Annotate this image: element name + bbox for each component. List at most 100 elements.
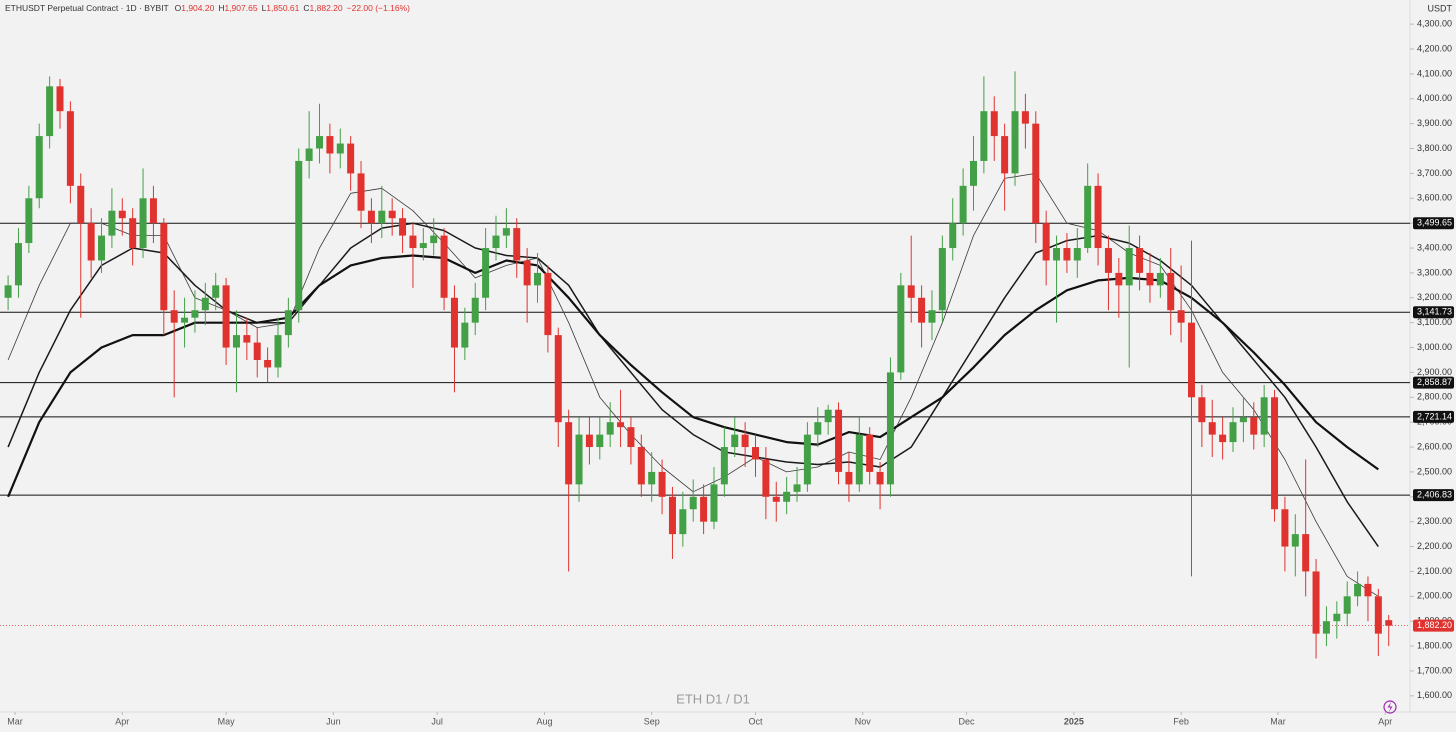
level-label-box (1413, 306, 1454, 319)
ohlc-label: L (262, 3, 267, 13)
candle-body (866, 434, 874, 472)
y-tick-label: 2,600.00 (1417, 441, 1452, 451)
x-tick-label: Jun (326, 716, 341, 726)
candle-body (1271, 397, 1279, 510)
y-tick-label: 1,800.00 (1417, 640, 1452, 650)
candle-body (565, 422, 573, 485)
candle-body (1084, 185, 1092, 249)
candle-body (1260, 397, 1268, 435)
candle-body (1250, 417, 1258, 435)
candle-body (1187, 322, 1195, 398)
candle-body (544, 272, 552, 336)
candle-body (1115, 272, 1123, 286)
candle-body (378, 210, 386, 224)
ohlc-label: H (218, 3, 224, 13)
candle-body (575, 434, 583, 485)
candle-body (87, 223, 95, 261)
y-tick-label: 2,200.00 (1417, 541, 1452, 551)
candle-body (399, 218, 407, 236)
ohlc-value: 1,904.20 (181, 3, 214, 13)
x-tick-label: 2025 (1064, 716, 1084, 726)
level-label: 2,858.87 (1417, 377, 1452, 387)
candle-body (637, 447, 645, 485)
chart-header: ETHUSDT Perpetual Contract · 1D · BYBIT O… (5, 3, 410, 13)
candle-body (450, 297, 458, 348)
y-tick-label: 2,000.00 (1417, 591, 1452, 601)
candle-body (1291, 534, 1299, 547)
candle-body (471, 297, 479, 323)
level-label: 3,499.65 (1417, 218, 1452, 228)
candle-body (1302, 534, 1310, 572)
chart-title: ETHUSDT Perpetual Contract · 1D · BYBIT (5, 3, 169, 13)
candle-body (1219, 434, 1227, 443)
x-tick-label: Apr (1378, 716, 1392, 726)
candle-body (959, 185, 967, 224)
candle-body (1167, 272, 1175, 311)
candle-body (783, 491, 791, 502)
candle-body (1281, 509, 1289, 547)
candle-body (523, 260, 531, 286)
y-tick-label: 3,600.00 (1417, 193, 1452, 203)
candle-body (98, 235, 106, 261)
settings-icon[interactable] (1383, 700, 1397, 714)
x-tick-label: Nov (855, 716, 872, 726)
candle-body (4, 285, 12, 298)
candle-body (990, 111, 998, 137)
candle-body (191, 310, 199, 318)
candle-body (596, 434, 604, 448)
candle-body (855, 434, 863, 485)
candle-body (1385, 620, 1393, 626)
candle-body (793, 484, 801, 492)
candle-body (1198, 397, 1206, 423)
y-tick-label: 4,000.00 (1417, 93, 1452, 103)
y-tick-label: 2,800.00 (1417, 392, 1452, 402)
y-tick-label: 3,700.00 (1417, 168, 1452, 178)
candle-body (139, 198, 147, 249)
ohlc-label: C (303, 3, 309, 13)
candle-body (1042, 223, 1050, 261)
candle-body (689, 496, 697, 510)
candle-body (492, 235, 500, 249)
candle-body (969, 160, 977, 186)
candle-body (513, 228, 521, 261)
y-tick-label: 3,000.00 (1417, 342, 1452, 352)
ohlc-label: O (175, 3, 182, 13)
ohlc-value: 1,850.61 (266, 3, 299, 13)
candle-body (108, 210, 116, 236)
candle-body (700, 496, 708, 522)
x-tick-label: Dec (959, 716, 976, 726)
candle-body (845, 471, 853, 485)
y-tick-label: 2,100.00 (1417, 566, 1452, 576)
plot-area (0, 71, 1410, 659)
candle-body (720, 447, 728, 485)
candle-body (585, 434, 593, 448)
candle-body (1146, 272, 1154, 286)
y-tick-label: 2,500.00 (1417, 466, 1452, 476)
candle-body (56, 86, 64, 112)
candle-body (772, 496, 780, 502)
candle-body (1354, 583, 1362, 597)
candle-body (1364, 583, 1372, 597)
candle-body (554, 335, 562, 423)
candle-body (1032, 123, 1040, 224)
candle-body (658, 471, 666, 497)
candle-body (1156, 272, 1164, 286)
candle-body (1322, 621, 1330, 634)
candle-body (938, 248, 946, 311)
candle-body (149, 198, 157, 224)
candle-body (803, 434, 811, 485)
candle-body (243, 335, 251, 343)
y-tick-label: 3,400.00 (1417, 242, 1452, 252)
candle-body (35, 136, 43, 199)
x-tick-label: Aug (536, 716, 552, 726)
candle-body (388, 210, 396, 219)
candle-body (295, 160, 303, 311)
x-tick-label: Apr (115, 716, 129, 726)
level-label-box (1413, 410, 1454, 423)
x-tick-label: Jul (431, 716, 443, 726)
candle-body (316, 136, 324, 149)
y-tick-label: 3,100.00 (1417, 317, 1452, 327)
candle-body (305, 148, 313, 161)
y-tick-label: 2,300.00 (1417, 516, 1452, 526)
